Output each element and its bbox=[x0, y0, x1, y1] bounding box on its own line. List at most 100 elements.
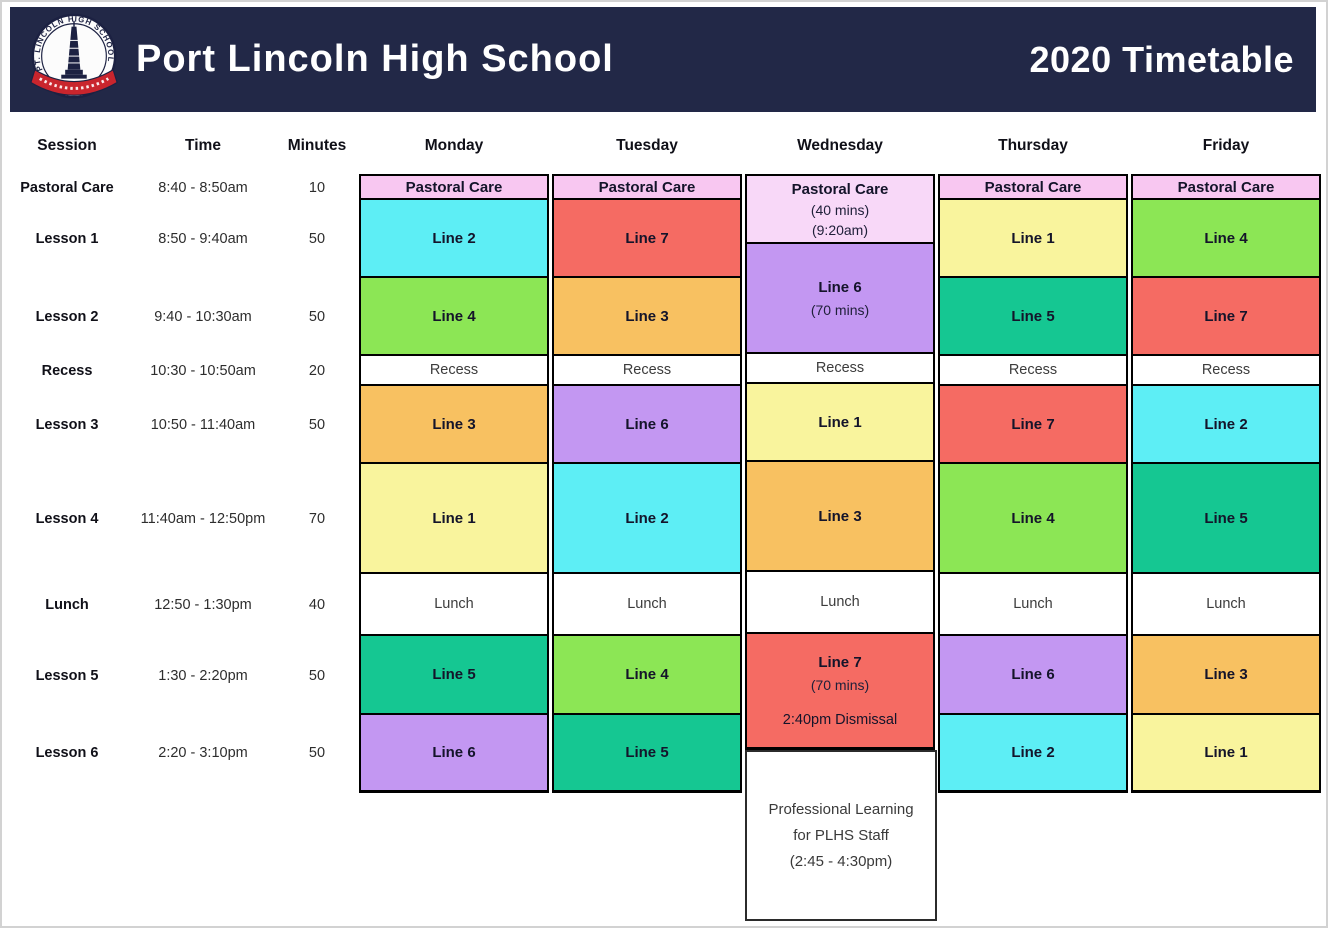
cell-tuesday-line-4: Line 4 bbox=[554, 636, 740, 715]
cell-label: Line 2 bbox=[625, 509, 669, 527]
column-header-minutes: Minutes bbox=[287, 137, 347, 154]
cell-label: Line 6 bbox=[1011, 666, 1055, 683]
cell-subtext: (70 mins) bbox=[810, 301, 870, 318]
cell-monday-lunch: Lunch bbox=[361, 574, 547, 636]
cell-label: Line 1 bbox=[818, 413, 862, 431]
cell-tuesday-pastoral-care: Pastoral Care bbox=[554, 176, 740, 200]
session-row-recess: Recess 10:30 - 10:50am 20 bbox=[2, 356, 360, 386]
professional-learning-line: Professional Learning bbox=[768, 800, 914, 818]
cell-wednesday-line-6: Line 6 (70 mins) bbox=[747, 244, 933, 354]
session-minutes: 50 bbox=[308, 309, 326, 325]
cell-tuesday-line-3: Line 3 bbox=[554, 278, 740, 356]
day-column-tuesday: Pastoral Care Line 7 Line 3 Recess Line 6 Lin… bbox=[552, 174, 742, 793]
session-time: 1:30 - 2:20pm bbox=[158, 667, 248, 684]
cell-thursday-pastoral-care: Pastoral Care bbox=[940, 176, 1126, 200]
cell-tuesday-line-6: Line 6 bbox=[554, 386, 740, 464]
cell-monday-recess: Recess bbox=[361, 356, 547, 386]
cell-label: Line 1 bbox=[1204, 744, 1248, 761]
session-name: Lesson 6 bbox=[35, 744, 99, 761]
cell-label: Line 4 bbox=[1011, 509, 1055, 527]
cell-label: Line 2 bbox=[1204, 415, 1248, 433]
cell-label: Recess bbox=[815, 359, 865, 376]
session-name: Lunch bbox=[45, 597, 89, 613]
session-time: 10:30 - 10:50am bbox=[150, 363, 256, 379]
cell-thursday-line-1: Line 1 bbox=[940, 200, 1126, 278]
session-row-lesson-5: Lesson 5 1:30 - 2:20pm 50 bbox=[2, 636, 360, 715]
day-header-wednesday: Wednesday bbox=[797, 137, 883, 154]
session-row-lesson-6: Lesson 6 2:20 - 3:10pm 50 bbox=[2, 715, 360, 790]
cell-label: Line 7 bbox=[625, 229, 669, 247]
cell-wednesday-pastoral-care: Pastoral Care (40 mins) (9:20am) bbox=[747, 176, 933, 244]
cell-thursday-lunch: Lunch bbox=[940, 574, 1126, 636]
session-name: Lesson 2 bbox=[35, 309, 99, 325]
session-row-lesson-3: Lesson 3 10:50 - 11:40am 50 bbox=[2, 386, 360, 464]
session-name: Lesson 5 bbox=[35, 667, 99, 684]
cell-label: Line 7 bbox=[1011, 415, 1055, 433]
cell-label: Line 2 bbox=[432, 229, 476, 247]
cell-label: Line 6 bbox=[818, 278, 862, 296]
session-time: 8:50 - 9:40am bbox=[158, 231, 248, 247]
column-header-session: Session bbox=[37, 137, 97, 154]
session-minutes: 50 bbox=[308, 744, 326, 761]
cell-label: Recess bbox=[1008, 361, 1058, 378]
professional-learning-line: for PLHS Staff bbox=[793, 826, 889, 844]
session-minutes: 70 bbox=[308, 511, 326, 527]
session-time: 12:50 - 1:30pm bbox=[154, 597, 252, 613]
cell-label: Line 1 bbox=[432, 509, 476, 527]
session-row-lesson-4: Lesson 4 11:40am - 12:50pm 70 bbox=[2, 464, 360, 574]
cell-label: Line 6 bbox=[432, 744, 476, 761]
cell-wednesday-line-7: Line 7 (70 mins) 2:40pm Dismissal bbox=[747, 634, 933, 747]
cell-label: Lunch bbox=[820, 593, 860, 610]
session-time: 10:50 - 11:40am bbox=[150, 417, 256, 433]
cell-friday-pastoral-care: Pastoral Care bbox=[1133, 176, 1319, 200]
cell-label: Line 5 bbox=[625, 744, 669, 761]
cell-label: Line 4 bbox=[625, 666, 669, 683]
cell-friday-line-4: Line 4 bbox=[1133, 200, 1319, 278]
cell-monday-line-5: Line 5 bbox=[361, 636, 547, 715]
day-header-tuesday: Tuesday bbox=[616, 137, 678, 154]
session-time: 8:40 - 8:50am bbox=[158, 180, 248, 196]
cell-friday-line-5: Line 5 bbox=[1133, 464, 1319, 574]
header-banner: PT. LINCOLN HIGH SCHOOL Port Lincoln Hig… bbox=[10, 7, 1316, 112]
cell-thursday-line-4: Line 4 bbox=[940, 464, 1126, 574]
day-header-friday: Friday bbox=[1202, 137, 1250, 154]
cell-footer: 2:40pm Dismissal bbox=[782, 711, 898, 728]
cell-monday-line-2: Line 2 bbox=[361, 200, 547, 278]
session-time: 11:40am - 12:50pm bbox=[140, 511, 266, 527]
cell-label: Line 4 bbox=[432, 307, 476, 325]
day-header-thursday: Thursday bbox=[998, 137, 1068, 154]
cell-label: Line 6 bbox=[625, 415, 669, 433]
day-column-friday: Pastoral Care Line 4 Line 7 Recess Line 2 Lin… bbox=[1131, 174, 1321, 793]
session-minutes: 20 bbox=[308, 363, 326, 379]
column-header-time: Time bbox=[185, 137, 221, 154]
cell-thursday-recess: Recess bbox=[940, 356, 1126, 386]
cell-friday-lunch: Lunch bbox=[1133, 574, 1319, 636]
cell-thursday-line-6: Line 6 bbox=[940, 636, 1126, 715]
cell-label: Line 5 bbox=[1204, 509, 1248, 527]
cell-label: Line 7 bbox=[818, 653, 862, 671]
cell-label: Line 5 bbox=[432, 666, 476, 683]
cell-wednesday-line-3: Line 3 bbox=[747, 462, 933, 572]
day-column-wednesday: Pastoral Care (40 mins) (9:20am) Line 6 (70 … bbox=[745, 174, 935, 750]
cell-wednesday-recess: Recess bbox=[747, 354, 933, 384]
cell-label: Line 5 bbox=[1011, 307, 1055, 325]
cell-monday-line-4: Line 4 bbox=[361, 278, 547, 356]
professional-learning-line: (2:45 - 4:30pm) bbox=[789, 852, 893, 870]
cell-label: Line 3 bbox=[625, 307, 669, 325]
cell-tuesday-recess: Recess bbox=[554, 356, 740, 386]
session-name: Lesson 4 bbox=[35, 511, 99, 527]
cell-wednesday-lunch: Lunch bbox=[747, 572, 933, 634]
day-header-monday: Monday bbox=[424, 137, 484, 154]
cell-thursday-line-7: Line 7 bbox=[940, 386, 1126, 464]
cell-subtext: (40 mins) bbox=[810, 201, 870, 218]
session-row-lesson-1: Lesson 1 8:50 - 9:40am 50 bbox=[2, 200, 360, 278]
cell-monday-pastoral-care: Pastoral Care bbox=[361, 176, 547, 200]
cell-tuesday-line-5: Line 5 bbox=[554, 715, 740, 790]
session-row-pastoral-care: Pastoral Care 8:40 - 8:50am 10 bbox=[2, 176, 360, 200]
session-minutes: 50 bbox=[308, 667, 326, 684]
cell-label: Line 4 bbox=[1204, 229, 1248, 247]
session-time: 2:20 - 3:10pm bbox=[158, 744, 248, 761]
cell-label: Pastoral Care bbox=[598, 178, 696, 196]
cell-monday-line-6: Line 6 bbox=[361, 715, 547, 790]
